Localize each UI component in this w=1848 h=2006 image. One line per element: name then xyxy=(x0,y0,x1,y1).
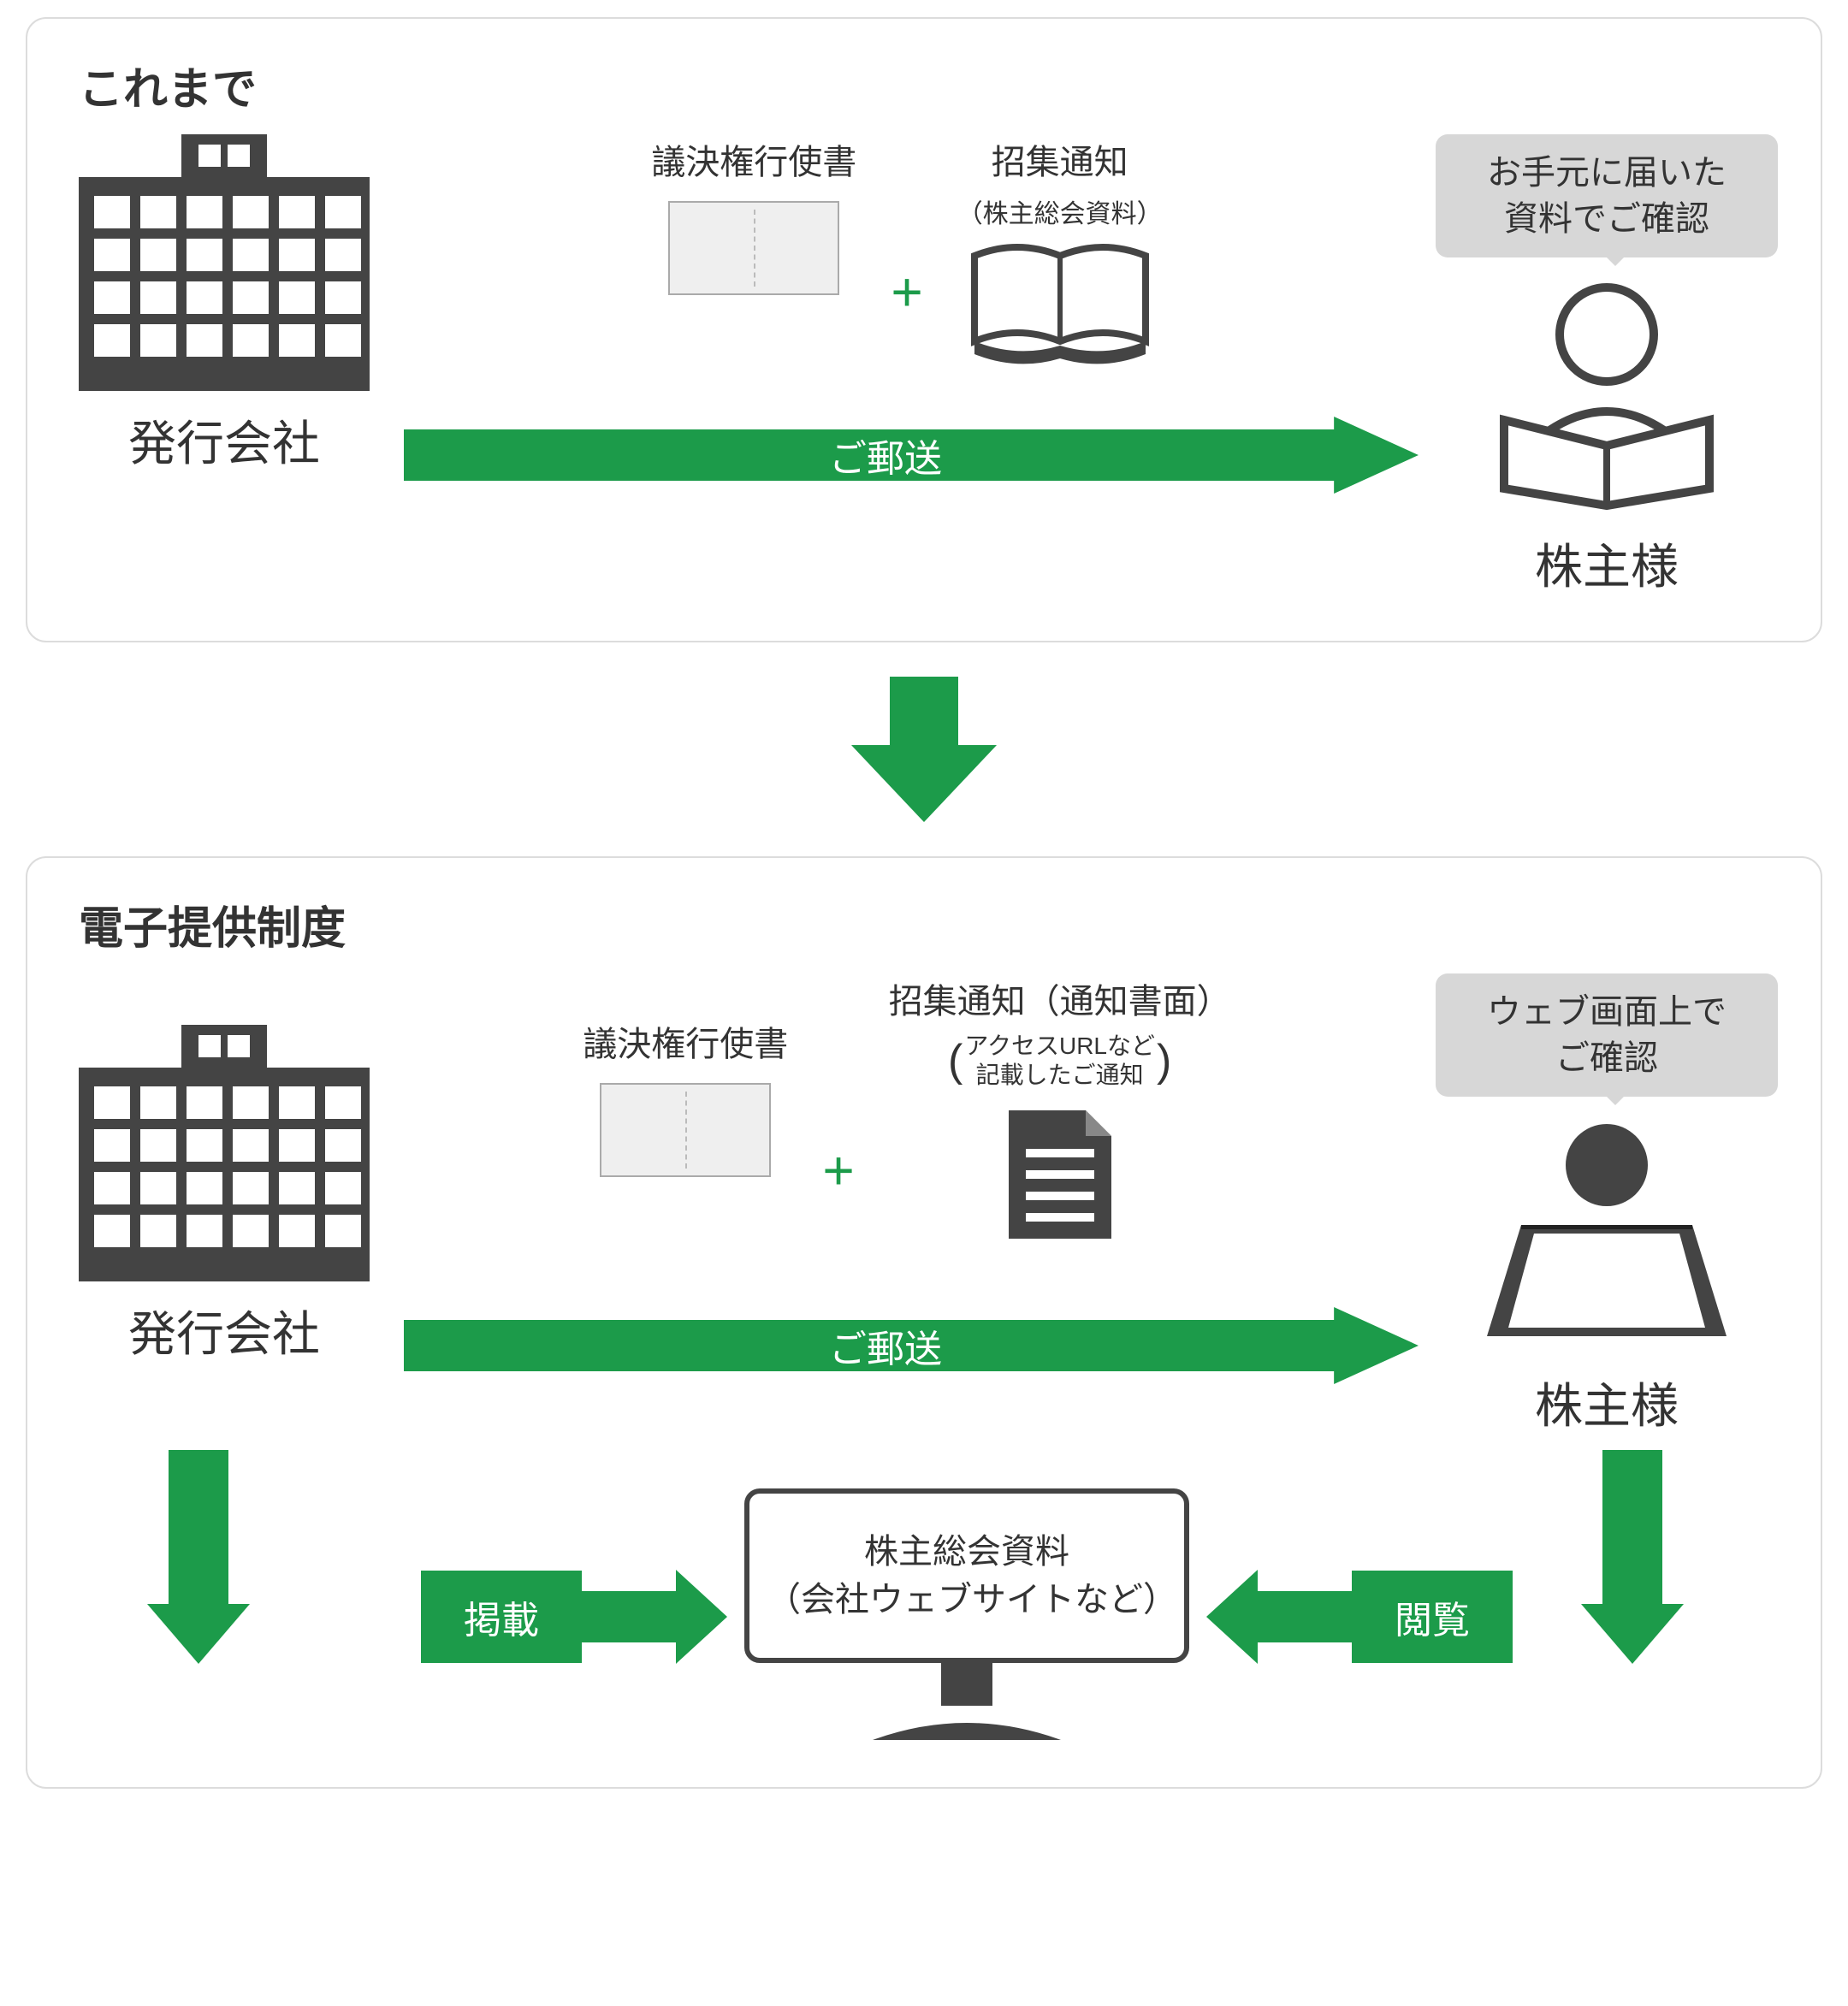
documents-row: 議決権行使書 + 招集通知 （株主総会資料） xyxy=(378,134,1436,371)
speech2-line2: ご確認 xyxy=(1555,1039,1658,1077)
person-reading-icon xyxy=(1470,275,1744,514)
voting-card-icon xyxy=(600,1083,771,1177)
issuer-label-2: 発行会社 xyxy=(70,1296,378,1365)
issuer-label: 発行会社 xyxy=(70,405,378,475)
person-laptop-icon xyxy=(1470,1114,1744,1353)
shareholder-label: 株主様 xyxy=(1436,529,1778,598)
mail-arrow-label: ご郵送 xyxy=(404,417,1367,494)
mail-arrow-2: ご郵送 xyxy=(404,1307,1419,1384)
monitor-screen: 株主総会資料 （会社ウェブサイトなど） xyxy=(744,1488,1189,1663)
panel1-title: これまで xyxy=(79,53,1778,117)
doc-voting-2: 議決権行使書 xyxy=(583,973,788,1177)
elbow-arrow-down-left xyxy=(147,1450,250,1664)
doc1-label: 議決権行使書 xyxy=(651,134,856,184)
plus-icon-2: + xyxy=(822,1139,854,1202)
doc1-label-2: 議決権行使書 xyxy=(583,1016,788,1066)
doc2-sub-line1: アクセスURLなど xyxy=(964,1033,1155,1059)
arrow-left-icon xyxy=(1206,1570,1352,1664)
speech-line1: お手元に届いた xyxy=(1487,154,1727,192)
panel-after: 電子提供制度 発行会社 議決権行使書 + xyxy=(26,856,1822,1789)
shareholder-label-2: 株主様 xyxy=(1436,1368,1778,1437)
publish-label: 掲載 xyxy=(421,1571,582,1663)
doc-notice-2: 招集通知（通知書面） アクセスURLなど 記載したご通知 xyxy=(889,973,1231,1247)
shareholder-block: お手元に届いた 資料でご確認 株主様 xyxy=(1436,134,1778,598)
mail-arrow: ご郵送 xyxy=(404,417,1419,494)
doc-notice: 招集通知 （株主総会資料） xyxy=(957,134,1163,371)
building-icon xyxy=(79,134,370,391)
doc2-label: 招集通知 xyxy=(957,134,1163,184)
speech-bubble: お手元に届いた 資料でご確認 xyxy=(1436,134,1778,257)
building-icon xyxy=(79,1025,370,1281)
document-page-icon xyxy=(1000,1102,1120,1247)
doc-voting: 議決権行使書 xyxy=(651,134,856,295)
issuer-block: 発行会社 xyxy=(70,134,378,475)
monitor-line2: （会社ウェブサイトなど） xyxy=(767,1581,1177,1618)
panel2-title: 電子提供制度 xyxy=(79,892,1778,956)
panel-before: これまで 発行会社 議決権行使書 xyxy=(26,17,1822,642)
transition-arrow xyxy=(17,677,1831,822)
speech2-line1: ウェブ画面上で xyxy=(1487,993,1727,1031)
bottom-flow: 掲載 株主総会資料 （会社ウェブサイトなど） 閲覧 xyxy=(70,1488,1778,1744)
voting-card-icon xyxy=(668,201,839,295)
view-arrow: 閲覧 xyxy=(1206,1570,1513,1664)
view-label: 閲覧 xyxy=(1352,1571,1513,1663)
doc2-label-2: 招集通知（通知書面） xyxy=(889,973,1231,1023)
monitor-stand-icon xyxy=(744,1663,1189,1744)
monitor-block: 株主総会資料 （会社ウェブサイトなど） xyxy=(744,1488,1189,1744)
publish-arrow: 掲載 xyxy=(421,1570,727,1664)
down-arrow-icon xyxy=(851,677,997,822)
open-book-icon xyxy=(966,239,1154,367)
mail-arrow-label-2: ご郵送 xyxy=(404,1307,1367,1384)
doc2-sub-paren: アクセスURLなど 記載したご通知 xyxy=(948,1032,1171,1089)
speech-bubble-2: ウェブ画面上で ご確認 xyxy=(1436,973,1778,1097)
shareholder-block-2: ウェブ画面上で ご確認 株主様 xyxy=(1436,973,1778,1437)
arrow-right-icon xyxy=(582,1570,727,1664)
monitor-line1: 株主総会資料 xyxy=(864,1533,1069,1571)
elbow-arrow-down-right xyxy=(1581,1450,1684,1664)
issuer-block-2: 発行会社 xyxy=(70,973,378,1365)
documents-row-2: 議決権行使書 + 招集通知（通知書面） アクセスURLなど 記載したご通知 xyxy=(378,973,1436,1247)
doc2-sublabel: （株主総会資料） xyxy=(957,192,1163,230)
speech-line2: 資料でご確認 xyxy=(1504,200,1709,238)
plus-icon: + xyxy=(891,260,922,323)
doc2-sub-line2: 記載したご通知 xyxy=(976,1062,1144,1088)
